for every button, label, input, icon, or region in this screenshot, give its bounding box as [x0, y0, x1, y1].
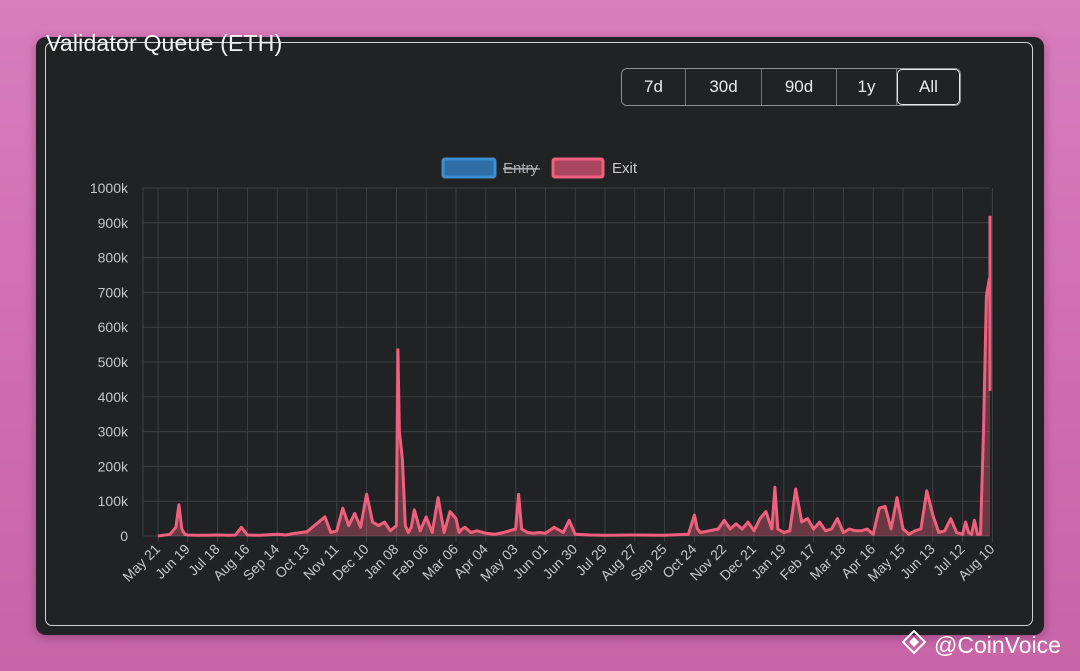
series-area-exit [158, 215, 990, 537]
chart-card-border [45, 42, 1033, 626]
y-tick-label: 100k [98, 493, 129, 509]
y-tick-label: 400k [98, 389, 129, 405]
y-tick-label: 0 [120, 528, 128, 544]
time-range-selector: 7d 30d 90d 1y All [621, 68, 961, 106]
chart-series [157, 215, 992, 538]
series-line-exit [157, 215, 992, 538]
chart-legend: Entry Exit [441, 157, 638, 179]
x-tick-label: Jun 13 [897, 541, 938, 582]
y-tick-label: 500k [98, 354, 129, 370]
legend-swatch-exit [551, 157, 605, 179]
watermark-text: @CoinVoice [934, 631, 1061, 658]
range-7d-button[interactable]: 7d [622, 69, 686, 105]
chart-grid [142, 187, 993, 542]
y-tick-label: 600k [98, 319, 129, 335]
y-axis: 0 100k 200k 300k 400k 500k 600k 700k 800k 900k 100… [90, 180, 129, 544]
x-tick-label: Jun 19 [152, 541, 193, 582]
range-30d-button[interactable]: 30d [686, 69, 762, 105]
y-tick-label: 200k [98, 458, 129, 474]
y-tick-label: 700k [98, 284, 129, 300]
y-tick-label: 800k [98, 250, 129, 266]
y-tick-label: 900k [98, 215, 129, 231]
y-tick-label: 300k [98, 424, 129, 440]
range-all-button[interactable]: All [897, 69, 960, 105]
legend-item-entry[interactable]: Entry [441, 157, 540, 179]
y-tick-label: 1000k [90, 180, 129, 196]
legend-swatch-entry [441, 157, 497, 179]
legend-item-exit[interactable]: Exit [551, 157, 638, 179]
range-90d-button[interactable]: 90d [762, 69, 837, 105]
x-tick-label: May 21 [119, 541, 163, 585]
page-title: Validator Queue (ETH) [46, 30, 283, 56]
legend-label-exit: Exit [612, 160, 638, 177]
range-1y-button[interactable]: 1y [837, 69, 897, 105]
coinvoice-diamond-icon [901, 629, 927, 660]
watermark: @CoinVoice [901, 629, 1061, 660]
x-tick-label: Jun 30 [539, 541, 580, 582]
